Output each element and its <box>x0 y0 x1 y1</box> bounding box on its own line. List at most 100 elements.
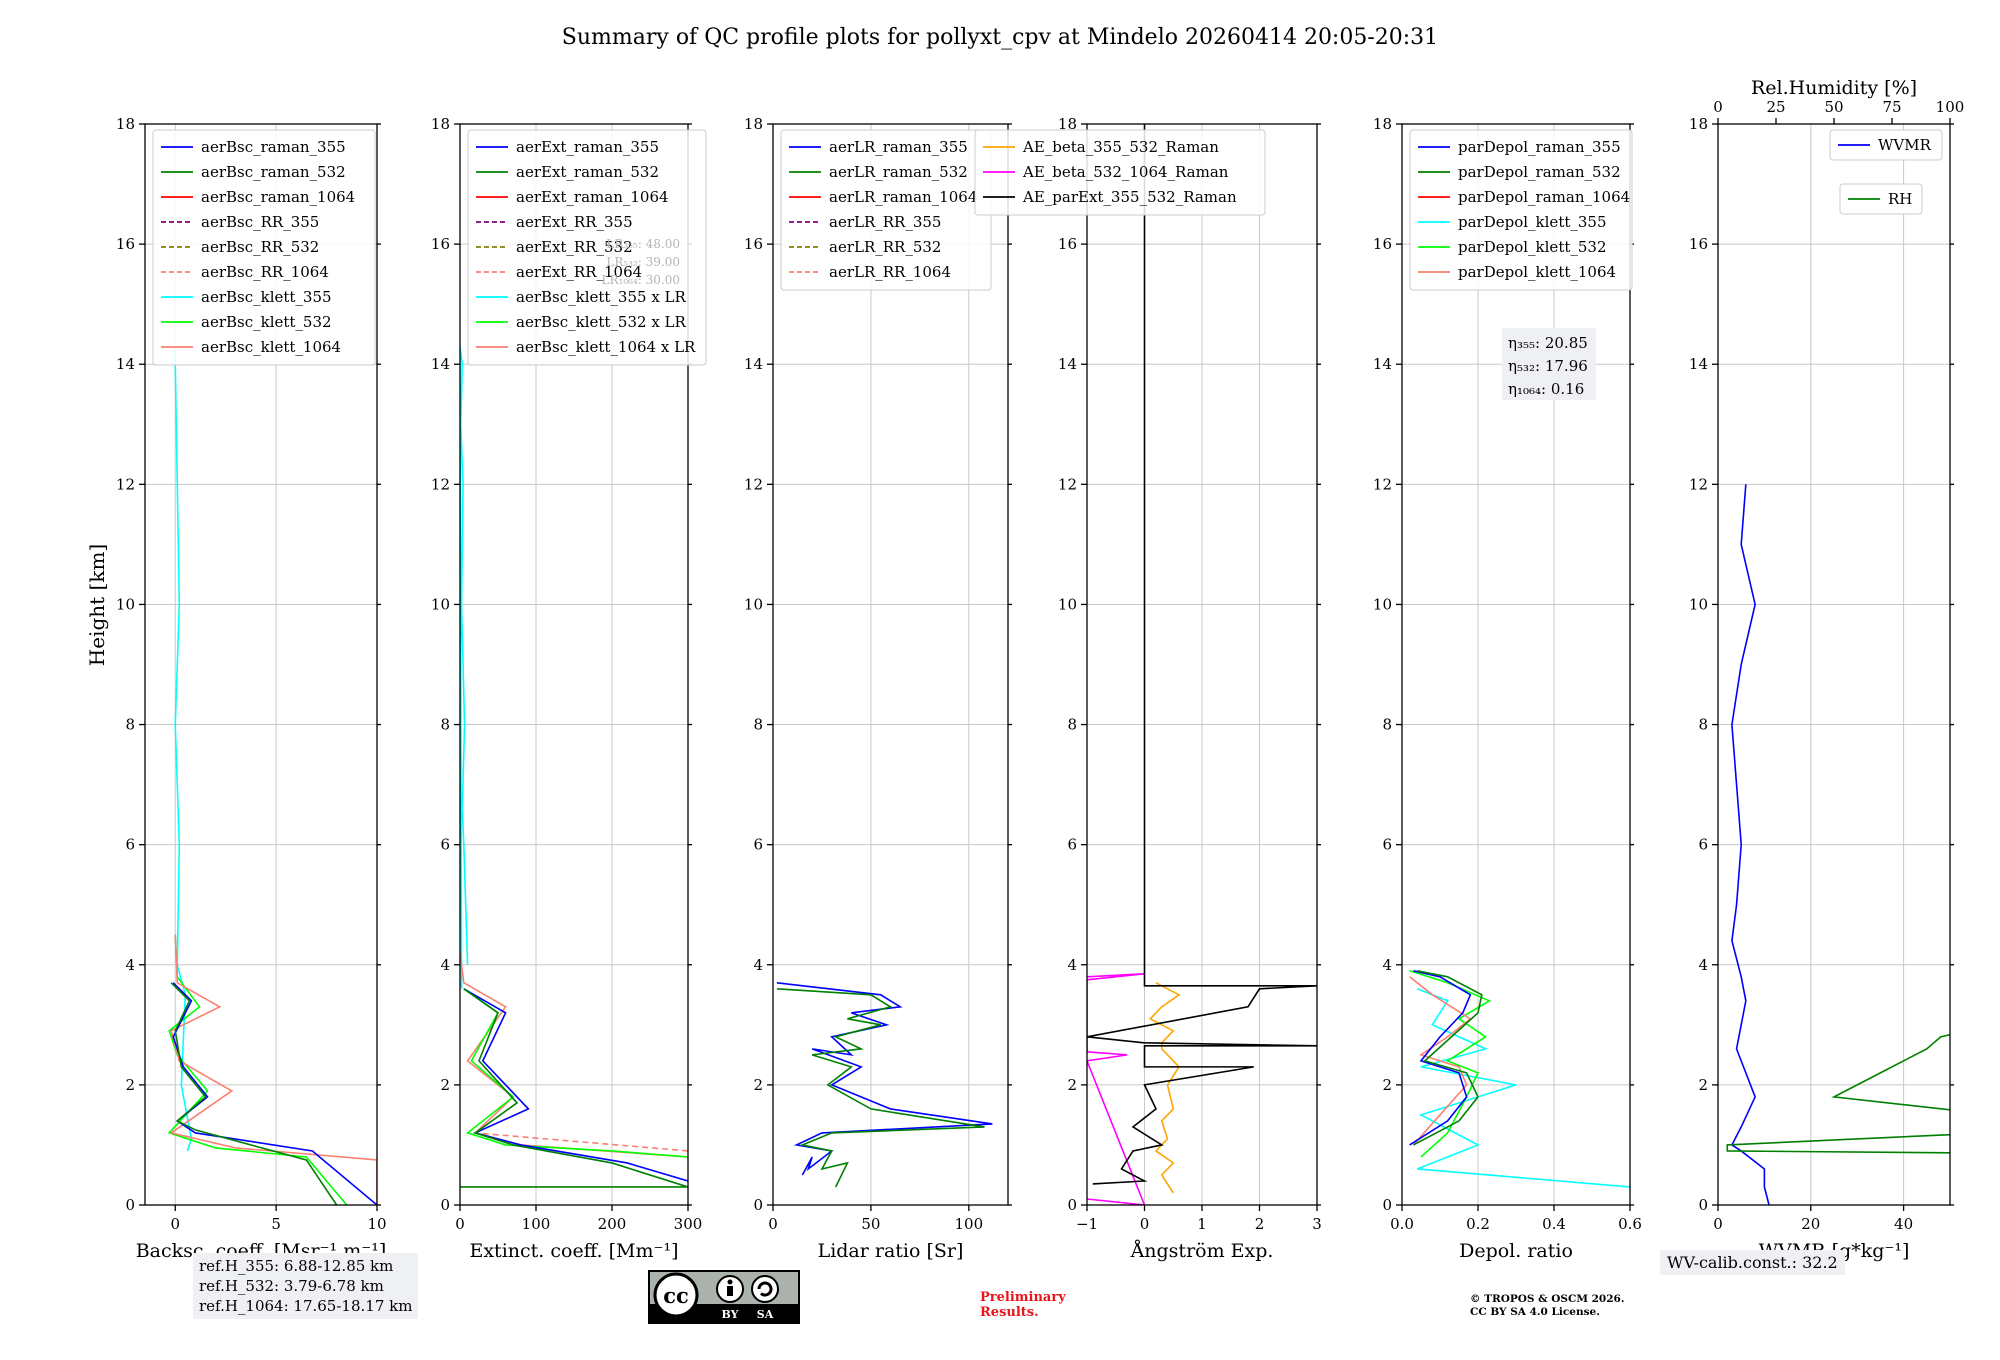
legend-label: parDepol_klett_532 <box>1458 238 1607 256</box>
x-tick-label: 50 <box>861 1215 880 1233</box>
y-tick-label: 16 <box>1689 235 1708 253</box>
legend-label: parDepol_raman_1064 <box>1458 188 1630 206</box>
y-tick-label: 14 <box>744 355 763 373</box>
cc-sa-label: SA <box>757 1308 774 1321</box>
y-tick-label: 18 <box>1373 115 1392 133</box>
x-axis-label: Extinct. coeff. [Mm⁻¹] <box>469 1240 678 1262</box>
legend-label: aerLR_RR_1064 <box>829 263 951 281</box>
y-tick-label: 16 <box>431 235 450 253</box>
x-tick-label: 2 <box>1255 1215 1265 1233</box>
series-AE_parExt_355_532_Raman <box>1087 124 1317 1185</box>
x-tick-label: 5 <box>271 1215 281 1233</box>
x-tick-label: 1 <box>1197 1215 1207 1233</box>
series-aerBsc_raman_355 <box>172 982 377 1205</box>
legend-label: aerBsc_klett_355 <box>201 288 332 306</box>
x-tick-label: 0.4 <box>1542 1215 1566 1233</box>
legend-label: aerBsc_raman_532 <box>201 163 346 181</box>
eta-annotation: η₅₃₂: 17.96 <box>1508 357 1588 375</box>
x-tick-label: 0.0 <box>1390 1215 1414 1233</box>
ref-height-1064: ref.H_1064: 17.65-18.17 km <box>199 1297 413 1315</box>
cc-license-badge: cc BY SA <box>648 1270 800 1324</box>
series-aerExt_raman_532 <box>460 988 688 1188</box>
y-tick-label: 4 <box>1067 956 1077 974</box>
legend-label: WVMR <box>1878 136 1932 154</box>
series-parDepol_klett_355 <box>1416 988 1630 1188</box>
top-x-tick-label: 0 <box>1713 98 1723 116</box>
x-tick-label: 40 <box>1894 1215 1913 1233</box>
x-tick-label: 10 <box>367 1215 386 1233</box>
y-axis-label: Height [km] <box>85 544 109 666</box>
y-tick-label: 2 <box>125 1076 135 1094</box>
y-tick-label: 0 <box>1067 1196 1077 1214</box>
reference-heights-box: ref.H_355: 6.88-12.85 km ref.H_532: 3.79… <box>193 1253 419 1319</box>
y-tick-label: 10 <box>1058 595 1077 613</box>
y-tick-label: 2 <box>440 1076 450 1094</box>
y-tick-label: 16 <box>744 235 763 253</box>
legend-label: aerBsc_klett_355 x LR <box>516 288 687 306</box>
axes-frame <box>144 123 378 1206</box>
y-tick-label: 16 <box>1373 235 1392 253</box>
x-tick-label: −1 <box>1076 1215 1098 1233</box>
copyright-line-2: CC BY SA 4.0 License. <box>1470 1306 1600 1318</box>
y-tick-label: 0 <box>1698 1196 1708 1214</box>
x-tick-label: 3 <box>1312 1215 1322 1233</box>
y-tick-label: 6 <box>1382 836 1392 854</box>
top-x-tick-label: 50 <box>1824 98 1843 116</box>
y-tick-label: 0 <box>1382 1196 1392 1214</box>
x-tick-label: 0 <box>455 1215 465 1233</box>
wv-calibration-box: WV-calib.const.: 32.2 <box>1660 1250 1845 1275</box>
eta-annotation: η₁₀₆₄: 0.16 <box>1508 380 1584 398</box>
top-x-axis-label: Rel.Humidity [%] <box>1751 77 1917 99</box>
lidar-ratio-annotation: LR₃₅₅: 48.00 <box>606 237 680 251</box>
axes-frame <box>1401 123 1631 1206</box>
x-tick-label: 0 <box>1713 1215 1723 1233</box>
legend-label: aerLR_raman_1064 <box>829 188 977 206</box>
lidar-ratio-annotation: LR₅₃₂: 39.00 <box>606 255 680 269</box>
legend-label: aerLR_RR_355 <box>829 213 941 231</box>
legend-label: aerExt_RR_532 <box>516 238 633 256</box>
series-AE_beta_532_1064_Raman <box>1087 972 1146 1205</box>
y-tick-label: 2 <box>753 1076 763 1094</box>
series-group <box>1087 124 1317 1205</box>
ref-height-355: ref.H_355: 6.88-12.85 km <box>199 1257 394 1275</box>
y-tick-label: 18 <box>431 115 450 133</box>
y-tick-label: 8 <box>1382 716 1392 734</box>
legend-box <box>974 129 1266 216</box>
y-tick-label: 12 <box>1058 475 1077 493</box>
figure-title: Summary of QC profile plots for pollyxt_… <box>562 25 1438 50</box>
y-tick-label: 14 <box>1373 355 1392 373</box>
series-WVMR <box>1730 484 1770 1205</box>
copyright-line-1: © TROPOS & OSCM 2026. <box>1470 1293 1625 1305</box>
legend-label: aerExt_RR_1064 <box>516 263 642 281</box>
x-tick-label: 20 <box>1801 1215 1820 1233</box>
x-tick-label: 0 <box>170 1215 180 1233</box>
y-tick-label: 8 <box>125 716 135 734</box>
series-AE_beta_355_532_Raman <box>1148 982 1181 1194</box>
legend-label: AE_beta_355_532_Raman <box>1022 138 1219 156</box>
x-axis-label: Depol. ratio <box>1459 1240 1573 1262</box>
legend-label: aerBsc_raman_355 <box>201 138 346 156</box>
x-axis-label: Lidar ratio [Sr] <box>818 1240 964 1262</box>
eta-annotation: η₃₅₅: 20.85 <box>1508 334 1588 352</box>
series-aerBsc_klett_355 x LR <box>460 346 469 989</box>
axes-frame <box>459 123 689 1206</box>
legend-label: parDepol_raman_532 <box>1458 163 1621 181</box>
y-tick-label: 14 <box>116 355 135 373</box>
y-tick-label: 18 <box>744 115 763 133</box>
preliminary-note: Preliminary Results. <box>980 1290 1066 1320</box>
axes-frame <box>772 123 1009 1206</box>
y-tick-label: 4 <box>440 956 450 974</box>
legend-box <box>1839 183 1923 215</box>
legend-label: parDepol_klett_1064 <box>1458 263 1616 281</box>
legend-box <box>152 129 376 366</box>
legend-label: aerLR_raman_532 <box>829 163 968 181</box>
series-parDepol_klett_532 <box>1409 970 1492 1158</box>
y-tick-label: 6 <box>1698 836 1708 854</box>
series-group <box>776 981 993 1188</box>
y-tick-label: 12 <box>431 475 450 493</box>
series-aerBsc_klett_532 x LR <box>463 988 688 1158</box>
y-tick-label: 10 <box>1689 595 1708 613</box>
x-tick-label: 0.6 <box>1618 1215 1642 1233</box>
